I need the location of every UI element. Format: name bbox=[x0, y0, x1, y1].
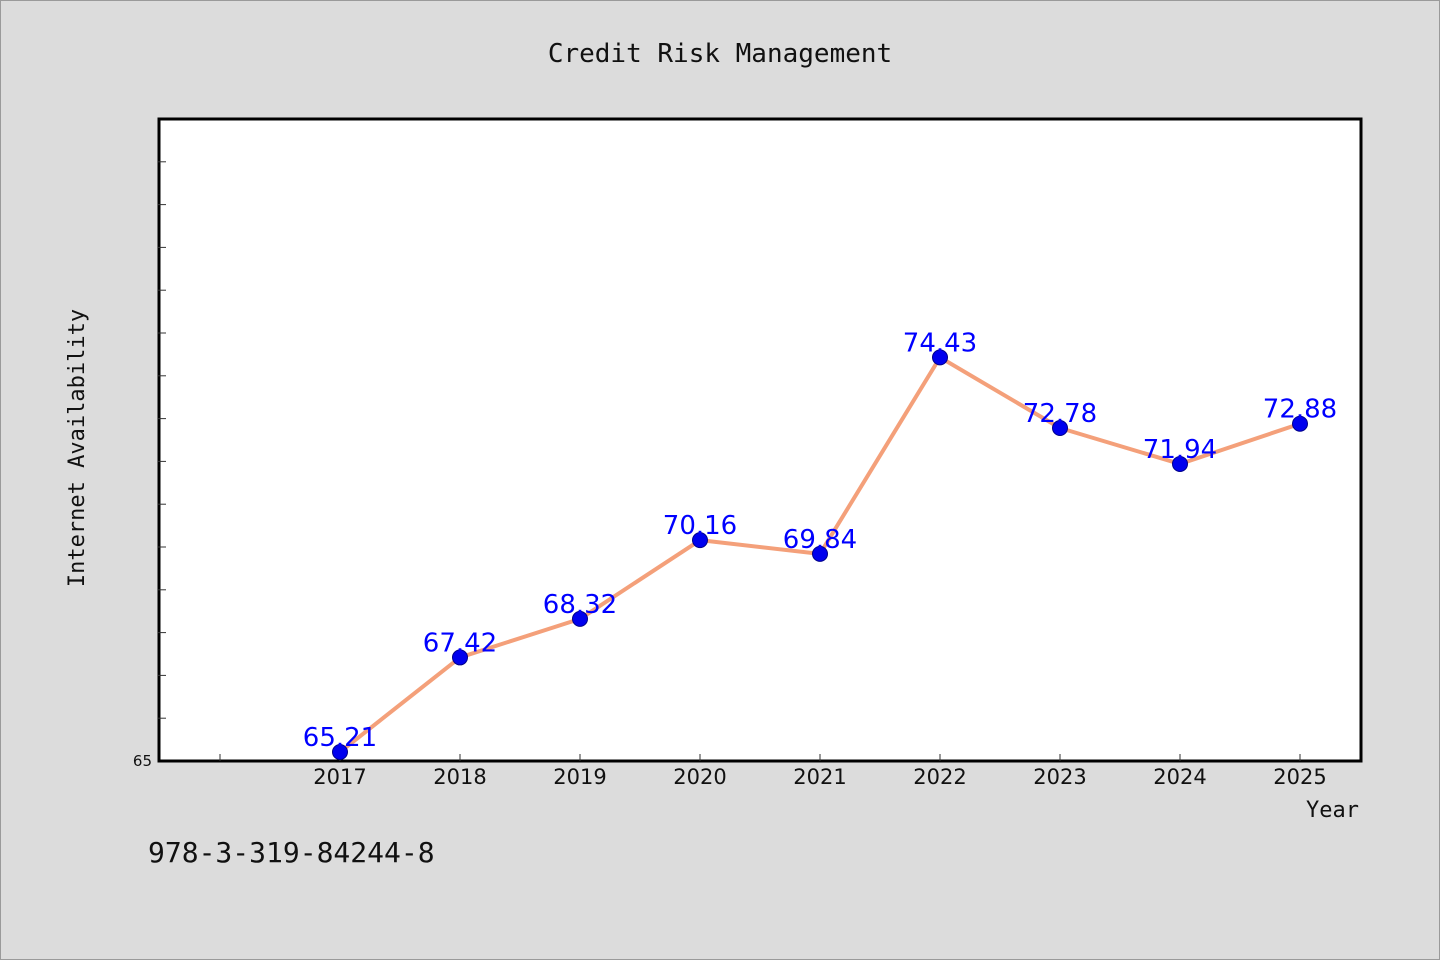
series-layer: 65.21 67.42 68.32 70.16 69.84 74.43 72.78 71.94… bbox=[303, 328, 1337, 761]
data-label: 71.94 bbox=[1143, 435, 1217, 465]
data-label: 69.84 bbox=[783, 525, 857, 555]
data-label: 70.16 bbox=[663, 511, 737, 541]
data-label: 68.32 bbox=[543, 590, 617, 620]
data-label: 72.88 bbox=[1263, 395, 1337, 425]
isbn-footer: 978-3-319-84244-8 bbox=[148, 836, 435, 869]
plot-area bbox=[157, 117, 1363, 763]
x-tick-label: 2019 bbox=[553, 765, 606, 789]
chart-title: Credit Risk Management bbox=[548, 39, 892, 69]
data-label: 72.78 bbox=[1023, 399, 1097, 429]
data-point bbox=[452, 649, 468, 666]
y-axis-ticks bbox=[158, 161, 166, 719]
data-point bbox=[1172, 455, 1188, 472]
data-label: 67.42 bbox=[423, 628, 497, 658]
x-tick-label: 2024 bbox=[1153, 765, 1206, 789]
data-label: 74.43 bbox=[903, 328, 977, 358]
data-point bbox=[332, 744, 348, 761]
data-label: 65.21 bbox=[303, 723, 377, 753]
x-axis-label: Year bbox=[1306, 798, 1359, 823]
y-axis-label: Internet Availability bbox=[65, 309, 90, 587]
x-tick-label: 2023 bbox=[1033, 765, 1086, 789]
x-axis-ticks: 2017 2018 2019 2020 2021 2022 2023 2024 2025 bbox=[219, 754, 1327, 789]
y-tick-label: 65 bbox=[133, 752, 152, 770]
x-tick-label: 2017 bbox=[313, 765, 366, 789]
x-tick-label: 2018 bbox=[433, 765, 486, 789]
data-point bbox=[572, 610, 588, 627]
x-tick-label: 2025 bbox=[1273, 765, 1326, 789]
x-tick-label: 2022 bbox=[913, 765, 966, 789]
data-point bbox=[812, 545, 828, 562]
x-tick-label: 2021 bbox=[793, 765, 846, 789]
data-point bbox=[1292, 415, 1308, 432]
x-tick-label: 2020 bbox=[673, 765, 726, 789]
data-point bbox=[1052, 420, 1068, 437]
data-point bbox=[932, 349, 948, 366]
data-point bbox=[692, 532, 708, 549]
